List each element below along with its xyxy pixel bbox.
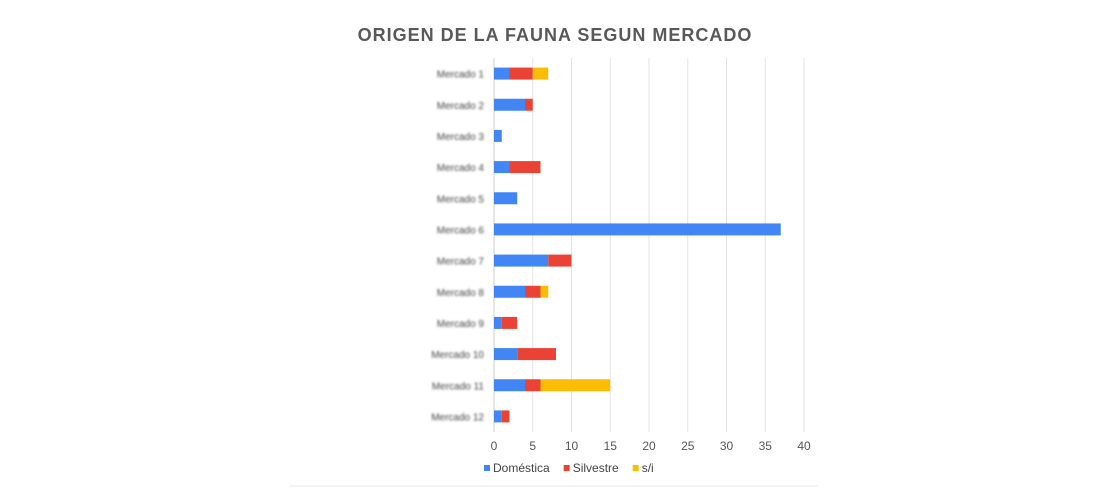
legend-swatch — [632, 465, 639, 471]
category-label: Mercado 12 — [431, 412, 484, 423]
bar-segment — [532, 67, 549, 80]
legend: Doméstica Silvestre s/i — [484, 461, 654, 475]
bar-segment — [525, 285, 541, 298]
bar-segment — [494, 67, 510, 80]
legend-swatch — [563, 465, 570, 471]
x-tick-label: 15 — [604, 439, 618, 453]
bar-segment — [494, 254, 549, 267]
bar-segment — [494, 285, 525, 298]
category-label: Mercado 9 — [437, 319, 485, 330]
x-tick-labels: 0 5 10 15 20 25 30 35 40 — [491, 439, 811, 453]
x-tick-label: 25 — [681, 439, 695, 453]
bar-segment — [494, 129, 502, 142]
category-labels: Mercado 1 Mercado 2 Mercado 3 Mercado 4 Merc… — [431, 70, 484, 424]
bar-segment — [501, 410, 510, 423]
bar-segment — [540, 285, 549, 298]
x-tick-label: 35 — [759, 439, 773, 453]
bars — [494, 67, 781, 423]
bar-segment — [494, 379, 525, 392]
x-tick-label: 0 — [491, 439, 498, 453]
x-tick-label: 20 — [642, 439, 656, 453]
bar-segment — [494, 348, 518, 361]
bar-segment — [494, 192, 518, 205]
x-tick-label: 40 — [797, 439, 811, 453]
category-label: Mercado 10 — [431, 350, 484, 361]
x-tick-label: 10 — [565, 439, 579, 453]
category-label: Mercado 3 — [437, 132, 485, 143]
bar-segment — [540, 379, 611, 392]
bar-segment — [494, 161, 510, 174]
bar-segment — [494, 410, 502, 423]
bar-segment — [494, 223, 781, 236]
legend-label: Doméstica — [493, 461, 550, 475]
category-label: Mercado 5 — [437, 194, 485, 205]
category-label: Mercado 8 — [437, 288, 485, 299]
category-label: Mercado 1 — [437, 70, 485, 81]
bar-segment — [509, 161, 541, 174]
bar-segment — [548, 254, 572, 267]
category-label: Mercado 6 — [437, 225, 485, 236]
gridlines — [493, 58, 805, 432]
category-label: Mercado 11 — [432, 381, 485, 392]
bar-segment — [494, 316, 502, 329]
bar-segment — [509, 67, 533, 80]
category-label: Mercado 7 — [437, 257, 485, 268]
bar-segment — [501, 316, 518, 329]
legend-swatch — [484, 465, 490, 471]
category-label: Mercado 2 — [437, 101, 485, 112]
category-label: Mercado 4 — [437, 163, 485, 174]
legend-label: Silvestre — [573, 461, 619, 475]
bar-segment — [494, 98, 525, 111]
bar-segment — [525, 98, 533, 111]
x-tick-label: 5 — [529, 439, 536, 453]
legend-label: s/i — [642, 461, 654, 475]
bar-segment — [517, 348, 556, 361]
bar-segment — [525, 379, 541, 392]
chart-title: ORIGEN DE LA FAUNA SEGUN MERCADO — [358, 25, 753, 45]
x-tick-label: 30 — [720, 439, 734, 453]
